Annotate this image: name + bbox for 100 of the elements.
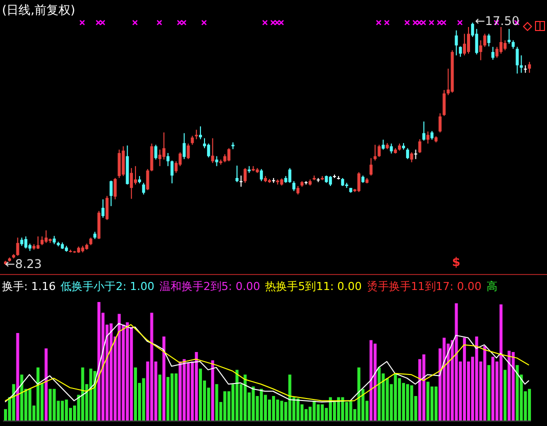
candlestick bbox=[418, 138, 422, 154]
bar bbox=[126, 322, 129, 421]
candlestick bbox=[162, 132, 166, 160]
candlestick bbox=[442, 90, 446, 116]
text: 换手: 1.16 bbox=[2, 279, 56, 294]
candlestick bbox=[110, 180, 113, 207]
bar bbox=[20, 374, 24, 421]
bar bbox=[252, 386, 255, 421]
bar bbox=[110, 323, 113, 421]
text: 高 bbox=[486, 279, 498, 294]
bar bbox=[516, 365, 519, 421]
bar bbox=[36, 367, 40, 421]
bar bbox=[16, 332, 20, 421]
bar bbox=[244, 374, 247, 421]
candlestick bbox=[154, 144, 158, 160]
candlestick bbox=[414, 149, 418, 160]
candlestick bbox=[178, 152, 182, 167]
bar bbox=[398, 378, 401, 421]
candlestick bbox=[422, 121, 426, 142]
bar bbox=[426, 382, 430, 421]
candlestick bbox=[158, 149, 162, 167]
candlestick bbox=[292, 180, 296, 192]
bar bbox=[260, 388, 263, 421]
candlestick bbox=[390, 143, 393, 154]
bar bbox=[508, 350, 511, 421]
bar bbox=[442, 338, 446, 421]
bar bbox=[174, 373, 178, 421]
candlestick bbox=[508, 28, 511, 44]
candlestick bbox=[118, 149, 121, 178]
bar bbox=[194, 352, 198, 421]
bar bbox=[374, 344, 377, 421]
bar bbox=[118, 314, 121, 421]
candlestick bbox=[516, 46, 519, 74]
bar bbox=[504, 370, 507, 421]
bar bbox=[462, 338, 466, 421]
candlestick bbox=[458, 46, 462, 58]
candlestick bbox=[406, 148, 410, 160]
text: 烫手换手11到17: 0.00 bbox=[366, 279, 482, 294]
bar bbox=[500, 304, 503, 421]
bar bbox=[223, 391, 226, 421]
bar bbox=[166, 376, 170, 421]
bar bbox=[475, 336, 478, 421]
candlestick bbox=[483, 33, 486, 48]
candlestick bbox=[211, 138, 214, 164]
bar bbox=[64, 400, 68, 421]
candlestick bbox=[491, 46, 494, 60]
candlestick bbox=[24, 236, 28, 250]
bar bbox=[434, 386, 438, 421]
candlestick bbox=[500, 26, 503, 54]
bar bbox=[378, 367, 381, 421]
annotation: ←8.23 bbox=[5, 257, 42, 271]
bar bbox=[44, 348, 48, 421]
bar bbox=[312, 400, 316, 421]
candlestick bbox=[462, 33, 466, 56]
candlestick bbox=[475, 28, 478, 55]
bar bbox=[316, 404, 320, 421]
bar bbox=[512, 352, 515, 421]
candlestick bbox=[207, 143, 210, 158]
text: 热换手5到11: 0.00 bbox=[265, 279, 362, 294]
bar bbox=[170, 373, 174, 421]
candlestick bbox=[454, 30, 458, 56]
candlestick bbox=[240, 175, 243, 188]
bar bbox=[370, 340, 373, 421]
bar bbox=[162, 336, 166, 421]
text: 温和换手2到5: 0.00 bbox=[159, 279, 260, 294]
candlestick bbox=[378, 144, 381, 158]
candlestick bbox=[130, 168, 133, 200]
candlestick bbox=[215, 156, 218, 167]
bar bbox=[89, 368, 92, 421]
candlestick bbox=[106, 195, 109, 220]
bar bbox=[182, 359, 186, 421]
candlestick bbox=[370, 158, 373, 176]
candlestick bbox=[328, 176, 332, 186]
bar bbox=[134, 367, 137, 421]
candlestick bbox=[142, 182, 146, 195]
candlestick bbox=[186, 143, 190, 160]
text: 低换手小于2: 1.00 bbox=[60, 279, 154, 294]
bar bbox=[410, 385, 414, 421]
candlestick bbox=[438, 112, 442, 133]
candlestick bbox=[528, 61, 531, 74]
bar bbox=[483, 346, 486, 421]
candlestick bbox=[244, 168, 247, 184]
candlestick bbox=[426, 130, 430, 144]
candlestick bbox=[227, 148, 230, 162]
candlestick bbox=[374, 144, 377, 162]
candlestick bbox=[236, 165, 239, 183]
bar bbox=[60, 400, 64, 421]
bar bbox=[48, 388, 52, 421]
bar bbox=[142, 378, 146, 421]
candlestick bbox=[504, 40, 507, 51]
chart-title: (日线,前复权) bbox=[2, 2, 76, 19]
candlestick bbox=[16, 237, 20, 256]
candlestick bbox=[182, 132, 186, 160]
candlestick bbox=[198, 126, 202, 140]
bar bbox=[422, 354, 426, 421]
bar bbox=[52, 388, 56, 421]
candlestick bbox=[288, 168, 292, 184]
candlestick bbox=[357, 172, 360, 193]
bar bbox=[357, 367, 360, 421]
bar bbox=[454, 303, 458, 421]
